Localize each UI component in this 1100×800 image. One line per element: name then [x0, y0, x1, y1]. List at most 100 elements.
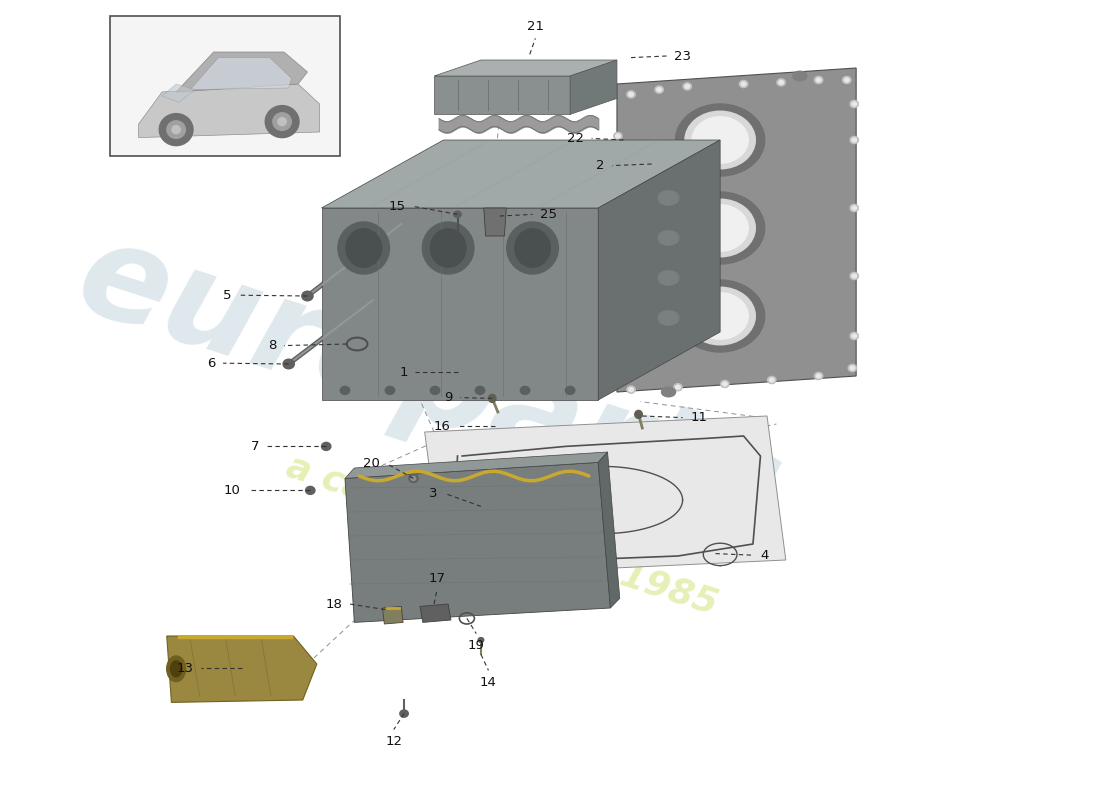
Ellipse shape: [814, 76, 823, 84]
Ellipse shape: [673, 383, 682, 391]
Polygon shape: [176, 52, 307, 92]
Ellipse shape: [685, 287, 756, 345]
Ellipse shape: [685, 199, 756, 257]
Bar: [110, 16, 340, 156]
Ellipse shape: [692, 293, 748, 339]
Ellipse shape: [409, 474, 418, 482]
Polygon shape: [383, 606, 403, 624]
Ellipse shape: [851, 138, 857, 142]
Polygon shape: [434, 76, 570, 114]
Ellipse shape: [167, 656, 186, 682]
Ellipse shape: [675, 385, 680, 389]
Polygon shape: [598, 140, 721, 400]
Ellipse shape: [850, 100, 858, 108]
Polygon shape: [321, 208, 598, 400]
Text: europarts: europarts: [63, 211, 796, 557]
Ellipse shape: [654, 86, 663, 94]
Text: 1: 1: [399, 366, 408, 378]
Text: 12: 12: [385, 735, 403, 748]
Text: 3: 3: [429, 487, 438, 500]
Ellipse shape: [321, 442, 331, 450]
Ellipse shape: [779, 80, 783, 84]
Ellipse shape: [741, 82, 746, 86]
Ellipse shape: [851, 206, 857, 210]
Text: 25: 25: [540, 208, 557, 221]
Text: 8: 8: [268, 339, 276, 352]
Ellipse shape: [170, 661, 182, 677]
Ellipse shape: [172, 126, 180, 134]
Ellipse shape: [685, 84, 690, 89]
Polygon shape: [617, 68, 856, 392]
Ellipse shape: [657, 88, 661, 92]
Polygon shape: [139, 84, 320, 138]
Polygon shape: [162, 84, 195, 102]
Ellipse shape: [488, 394, 496, 402]
Ellipse shape: [627, 386, 635, 393]
Text: 21: 21: [527, 20, 543, 33]
Polygon shape: [321, 140, 720, 208]
Ellipse shape: [720, 380, 729, 388]
Polygon shape: [484, 208, 506, 236]
Ellipse shape: [675, 104, 764, 176]
Ellipse shape: [430, 386, 440, 394]
Ellipse shape: [793, 71, 807, 81]
Ellipse shape: [278, 118, 286, 126]
Ellipse shape: [338, 222, 389, 274]
Polygon shape: [570, 60, 617, 114]
Ellipse shape: [614, 268, 623, 275]
Ellipse shape: [739, 80, 748, 88]
Ellipse shape: [306, 486, 315, 494]
Text: 6: 6: [207, 357, 216, 370]
Ellipse shape: [850, 366, 855, 370]
Text: 13: 13: [177, 662, 194, 674]
Text: 11: 11: [690, 411, 707, 424]
Text: 17: 17: [428, 572, 446, 585]
Polygon shape: [345, 462, 610, 622]
Ellipse shape: [616, 316, 624, 323]
Ellipse shape: [167, 121, 186, 138]
Ellipse shape: [843, 76, 851, 84]
Ellipse shape: [475, 386, 485, 394]
Ellipse shape: [478, 638, 484, 642]
Ellipse shape: [768, 376, 776, 384]
Ellipse shape: [769, 378, 774, 382]
Ellipse shape: [683, 82, 692, 90]
Text: 4: 4: [760, 549, 769, 562]
Ellipse shape: [850, 333, 858, 339]
Ellipse shape: [616, 270, 620, 274]
Ellipse shape: [848, 364, 857, 371]
Ellipse shape: [629, 387, 634, 391]
Ellipse shape: [675, 280, 764, 352]
Polygon shape: [190, 58, 292, 90]
Ellipse shape: [265, 106, 299, 138]
Text: 14: 14: [480, 676, 497, 689]
Ellipse shape: [850, 272, 858, 280]
Text: 15: 15: [389, 200, 406, 213]
Ellipse shape: [422, 222, 474, 274]
Ellipse shape: [692, 205, 748, 251]
Ellipse shape: [617, 318, 623, 322]
Ellipse shape: [614, 132, 623, 139]
Ellipse shape: [345, 229, 382, 267]
Ellipse shape: [635, 410, 642, 418]
Text: 5: 5: [223, 289, 231, 302]
Polygon shape: [167, 636, 317, 702]
Ellipse shape: [816, 374, 821, 378]
Ellipse shape: [814, 372, 823, 380]
Text: a car parts since 1985: a car parts since 1985: [282, 450, 722, 622]
Ellipse shape: [658, 190, 679, 206]
Ellipse shape: [845, 78, 849, 82]
Ellipse shape: [850, 204, 858, 212]
Ellipse shape: [658, 311, 679, 326]
Text: 10: 10: [224, 484, 241, 497]
Ellipse shape: [661, 387, 675, 397]
Ellipse shape: [507, 222, 559, 274]
Polygon shape: [434, 60, 617, 76]
Polygon shape: [345, 452, 607, 478]
Ellipse shape: [515, 229, 550, 267]
Text: 18: 18: [326, 598, 342, 610]
Ellipse shape: [616, 134, 620, 138]
Ellipse shape: [340, 386, 350, 394]
Ellipse shape: [851, 274, 857, 278]
Ellipse shape: [385, 386, 395, 394]
